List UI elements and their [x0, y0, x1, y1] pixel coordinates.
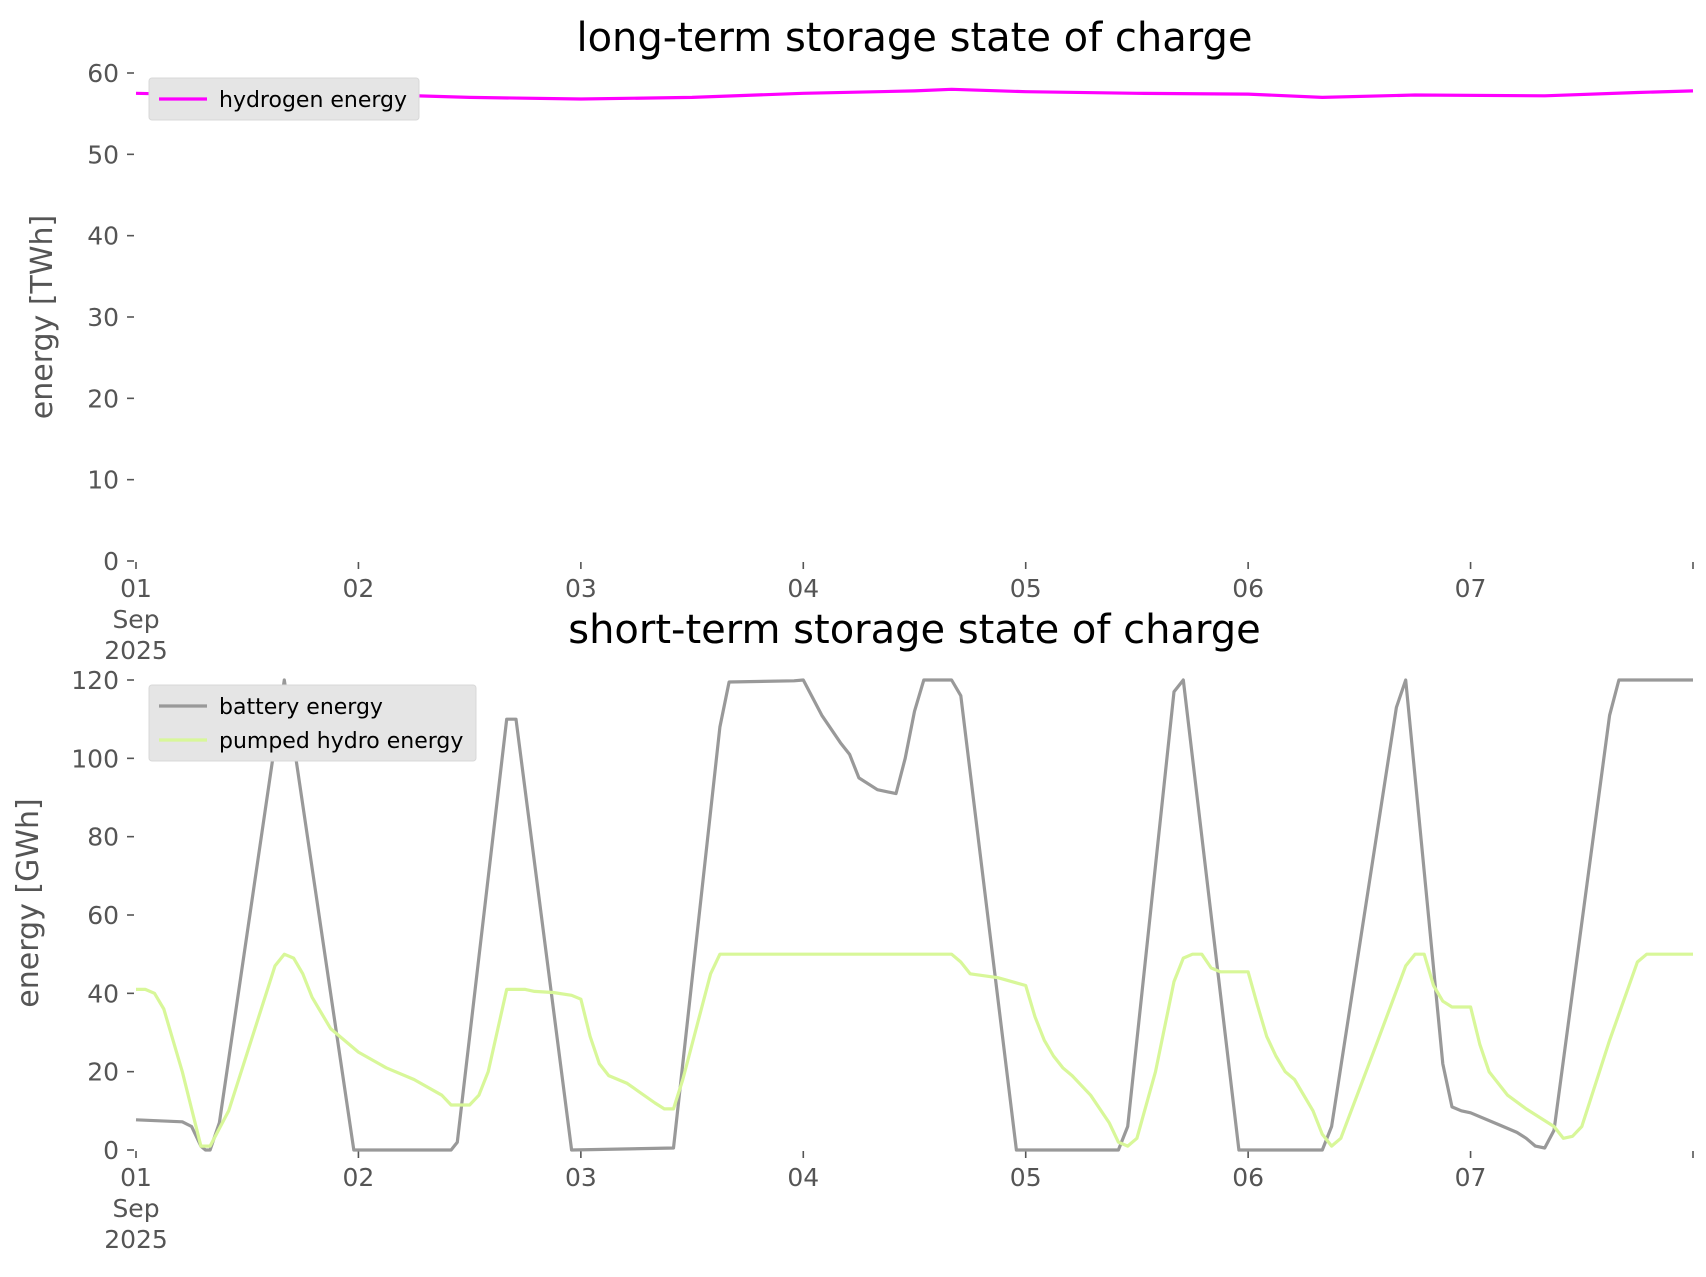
- x-tick-label: 02: [343, 1163, 375, 1192]
- y-axis-label: energy [TWh]: [25, 215, 60, 419]
- legend: battery energy pumped hydro energy: [148, 684, 477, 762]
- y-tick-label: 20: [87, 1058, 119, 1087]
- x-tick-label: 01: [120, 574, 152, 603]
- y-tick-label: 20: [87, 384, 119, 413]
- chart-panel-2: short-term storage state of charge energy…: [11, 607, 1694, 1254]
- y-tick-label: 30: [87, 303, 119, 332]
- x-tick-label: 06: [1232, 1163, 1264, 1192]
- y-tick-label: 60: [87, 59, 119, 88]
- x-tick-label: 03: [565, 574, 597, 603]
- chart-panel-1: long-term storage state of charge energy …: [25, 15, 1694, 665]
- legend-label: battery energy: [219, 695, 383, 720]
- x-tick-label: 05: [1010, 574, 1042, 603]
- x-tick-label: 05: [1010, 1163, 1042, 1192]
- x-tick-label: 07: [1455, 574, 1487, 603]
- x-tick-label: 01: [120, 1163, 152, 1192]
- x-tick-label: 2025: [104, 636, 168, 665]
- x-tick-label: 04: [787, 574, 819, 603]
- y-tick-label: 10: [87, 466, 119, 495]
- x-tick-label: Sep: [112, 605, 159, 634]
- y-tick-label: 0: [103, 1136, 119, 1165]
- x-tick-label: 03: [565, 1163, 597, 1192]
- y-tick-label: 60: [87, 901, 119, 930]
- y-tick-label: 40: [87, 222, 119, 251]
- legend: hydrogen energy: [148, 77, 420, 121]
- y-axis-label: energy [GWh]: [11, 798, 46, 1007]
- legend-label: hydrogen energy: [219, 88, 407, 113]
- x-tick-label: 07: [1455, 1163, 1487, 1192]
- x-tick-label: 2025: [104, 1225, 168, 1254]
- x-tick-label: 06: [1232, 574, 1264, 603]
- y-tick-label: 120: [71, 666, 119, 695]
- y-tick-label: 40: [87, 979, 119, 1008]
- chart-title: long-term storage state of charge: [576, 15, 1252, 61]
- chart-title: short-term storage state of charge: [568, 607, 1261, 653]
- series-line-pumped-hydro-energy: [136, 952, 1693, 1148]
- x-tick-label: Sep: [112, 1194, 159, 1223]
- legend-label: pumped hydro energy: [219, 729, 463, 754]
- y-tick-label: 80: [87, 823, 119, 852]
- y-tick-label: 50: [87, 140, 119, 169]
- y-tick-label: 0: [103, 547, 119, 576]
- x-tick-label: 02: [343, 574, 375, 603]
- series-line-battery-energy: [135, 678, 1693, 1152]
- y-tick-label: 100: [71, 744, 119, 773]
- series-line-hydrogen-energy: [135, 87, 1694, 101]
- x-tick-label: 04: [787, 1163, 819, 1192]
- legend-box: [148, 684, 477, 762]
- legend-box: [148, 77, 420, 121]
